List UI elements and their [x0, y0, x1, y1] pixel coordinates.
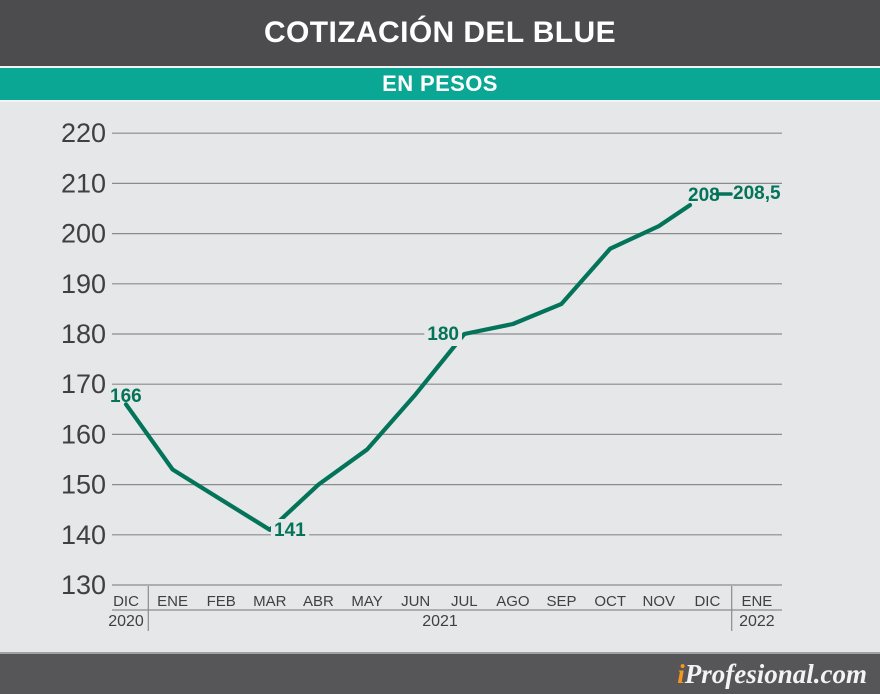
chart-subtitle: EN PESOS [382, 71, 498, 96]
month-tick-label: SEP [547, 593, 577, 610]
y-tick-label: 210 [61, 168, 106, 198]
month-tick-label: ENE [157, 593, 188, 610]
y-tick-label: 180 [61, 319, 106, 349]
month-tick-label: MAY [351, 593, 382, 610]
month-tick-label: OCT [594, 593, 626, 610]
brand-rest: Profesional.com [684, 659, 867, 689]
month-tick-label: JUN [401, 593, 430, 610]
month-tick-label: DIC [113, 593, 139, 610]
series-line [123, 202, 693, 532]
brand-prefix: i [677, 659, 685, 689]
month-tick-label: ENE [741, 593, 772, 610]
month-tick-label: MAR [253, 593, 287, 610]
month-tick-label: JUL [451, 593, 478, 610]
line-chart: 220 210 200 190 180 170 160 150 140 130 DIC ENE FEB M… [61, 118, 782, 631]
brand-logo: iProfesional.com [677, 654, 867, 694]
chart-area: 220 210 200 190 180 170 160 150 140 130 DIC ENE FEB M… [0, 102, 880, 652]
month-tick-label: AGO [496, 593, 529, 610]
y-tick-label: 200 [61, 219, 106, 249]
month-axis: DIC ENE FEB MAR ABR MAY JUN JUL AGO SEP OCT NOV DIC E… [112, 586, 782, 631]
point-value-label: 166 [110, 386, 142, 407]
subtitle-bar: EN PESOS [0, 68, 880, 100]
year-label: 2022 [739, 613, 775, 630]
point-value-label: 180 [427, 324, 459, 345]
y-axis-labels: 220 210 200 190 180 170 160 150 140 130 [61, 118, 106, 600]
y-tick-label: 220 [61, 118, 106, 148]
point-labels: 166 141 180 208 208,5 [110, 183, 781, 542]
divider [0, 66, 880, 68]
month-tick-label: ABR [303, 593, 334, 610]
point-value-label: 208 [688, 185, 720, 206]
point-label-mask [424, 323, 462, 346]
year-label: 2021 [422, 613, 458, 630]
year-axis: 2020 2021 2022 [108, 613, 775, 630]
point-value-label: 141 [274, 520, 306, 541]
point-value-label: 208,5 [733, 183, 781, 204]
y-tick-label: 150 [61, 470, 106, 500]
month-tick-label: DIC [694, 593, 720, 610]
y-tick-label: 140 [61, 520, 106, 550]
y-tick-label: 130 [61, 570, 106, 600]
title-bar: COTIZACIÓN DEL BLUE [0, 0, 880, 66]
month-tick-label: NOV [643, 593, 676, 610]
footer-bar: iProfesional.com [0, 652, 880, 694]
month-tick-label: FEB [207, 593, 236, 610]
y-gridlines [112, 132, 782, 586]
y-tick-label: 170 [61, 369, 106, 399]
point-label-mask [271, 519, 310, 542]
y-tick-label: 190 [61, 269, 106, 299]
divider [0, 100, 880, 102]
page-title: COTIZACIÓN DEL BLUE [263, 16, 617, 49]
year-label: 2020 [108, 613, 144, 630]
y-tick-label: 160 [61, 419, 106, 449]
